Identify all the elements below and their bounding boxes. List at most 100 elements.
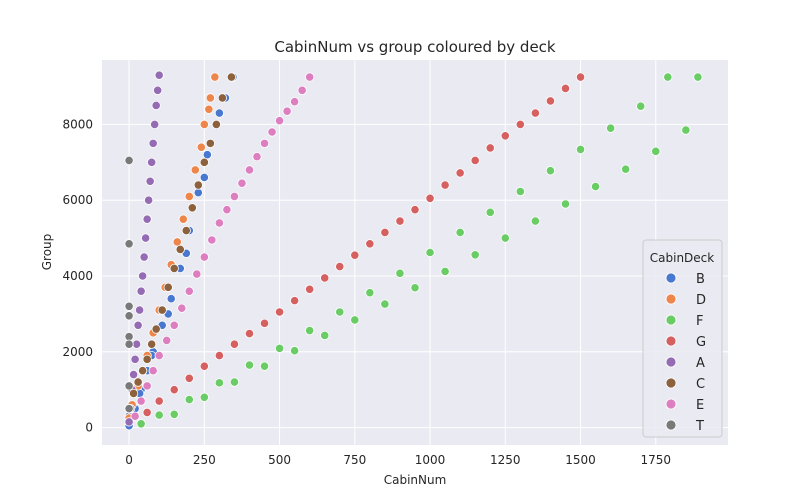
legend-marker — [665, 335, 677, 347]
data-point — [184, 373, 194, 383]
y-axis-label: Group — [40, 234, 54, 271]
series-F — [136, 72, 703, 429]
data-point — [350, 315, 360, 325]
data-point — [133, 320, 143, 330]
data-point — [187, 203, 197, 213]
data-point — [151, 324, 161, 334]
data-point — [425, 247, 435, 258]
data-point — [244, 328, 255, 339]
data-point — [274, 116, 285, 126]
data-point — [153, 85, 163, 95]
data-point — [184, 394, 194, 405]
data-point — [199, 119, 209, 130]
data-point — [124, 417, 134, 427]
data-point — [530, 108, 540, 118]
data-point — [237, 178, 247, 188]
legend-label: A — [696, 356, 705, 371]
data-point — [226, 72, 237, 82]
data-point — [440, 180, 450, 190]
data-point — [136, 286, 146, 296]
data-point — [320, 273, 330, 283]
legend-label: T — [695, 419, 704, 434]
data-point — [204, 104, 214, 114]
data-point — [154, 70, 164, 80]
data-point — [395, 216, 405, 226]
y-axis-ticks: 0 2000 4000 6000 8000 — [62, 117, 93, 434]
legend-marker — [665, 272, 677, 284]
data-point — [192, 269, 202, 279]
data-point — [244, 165, 255, 175]
data-point — [205, 93, 215, 103]
y-tick-label: 2000 — [62, 345, 93, 359]
data-point — [214, 108, 224, 118]
legend-box — [642, 239, 723, 438]
data-point — [425, 193, 435, 203]
series-E — [130, 72, 315, 421]
data-point — [130, 354, 140, 364]
plot-area — [102, 60, 728, 445]
data-point — [166, 294, 176, 304]
data-point — [470, 155, 480, 166]
data-point — [148, 138, 158, 148]
data-point — [229, 191, 240, 202]
x-tick-label: 250 — [193, 453, 216, 467]
data-point — [681, 125, 691, 135]
data-point — [177, 303, 187, 313]
data-point — [350, 250, 360, 260]
legend-label: C — [696, 377, 705, 392]
data-point — [305, 325, 315, 336]
data-point — [147, 339, 157, 349]
data-point — [148, 366, 158, 376]
data-point — [157, 305, 167, 315]
legend-title: CabinDeck — [650, 251, 715, 265]
data-point — [207, 235, 217, 245]
data-point — [124, 155, 134, 166]
data-point — [147, 157, 157, 167]
data-point — [124, 301, 134, 311]
series-C — [124, 72, 237, 414]
data-point — [282, 106, 292, 116]
data-point — [380, 227, 390, 238]
x-tick-label: 1750 — [640, 453, 671, 467]
legend-label: F — [696, 314, 703, 329]
data-point — [500, 131, 510, 141]
y-tick-label: 6000 — [62, 193, 93, 207]
data-point — [222, 205, 232, 215]
data-point — [274, 307, 285, 317]
data-point — [229, 377, 240, 387]
data-point — [440, 266, 450, 277]
series-T — [124, 155, 134, 414]
data-point — [181, 225, 191, 236]
data-point — [190, 165, 200, 175]
data-point — [606, 123, 616, 133]
data-point — [163, 282, 173, 292]
data-point — [259, 138, 270, 148]
data-point — [199, 172, 209, 183]
data-point — [141, 233, 151, 243]
data-point — [129, 388, 139, 399]
data-point — [169, 409, 179, 419]
data-point — [515, 186, 525, 197]
x-axis-label: CabinNum — [384, 473, 447, 487]
data-point — [138, 366, 148, 376]
data-point — [365, 239, 375, 249]
data-point — [172, 237, 182, 247]
data-point — [154, 350, 164, 361]
x-tick-label: 0 — [125, 453, 133, 467]
y-tick-label: 4000 — [62, 269, 93, 283]
data-point — [124, 311, 134, 321]
legend-marker — [665, 314, 677, 326]
legend-marker — [665, 356, 677, 368]
x-tick-label: 750 — [343, 453, 366, 467]
data-point — [636, 101, 646, 111]
data-point — [274, 343, 285, 353]
y-tick-label: 0 — [85, 421, 93, 435]
x-tick-label: 1000 — [415, 453, 446, 467]
data-point — [575, 144, 586, 155]
data-point — [500, 233, 510, 243]
chart-title: CabinNum vs group coloured by deck — [274, 38, 556, 56]
data-point — [214, 218, 224, 228]
